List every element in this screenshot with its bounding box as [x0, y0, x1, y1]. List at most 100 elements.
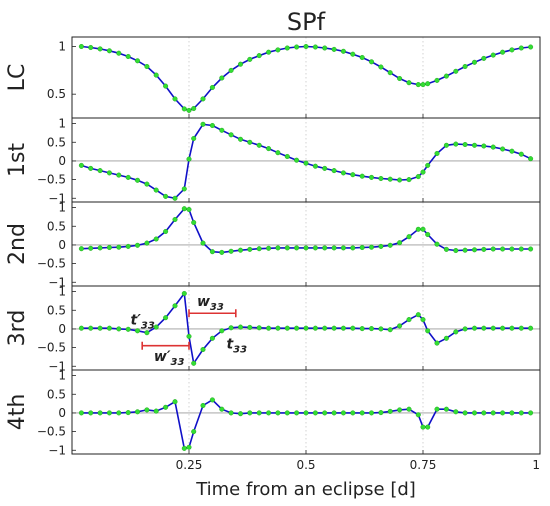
data-point [200, 347, 206, 353]
data-point [490, 410, 496, 416]
data-point [294, 410, 300, 416]
data-point [415, 226, 421, 232]
data-point [106, 325, 112, 331]
data-point [125, 54, 131, 60]
data-point [97, 46, 103, 52]
data-point [181, 206, 187, 212]
data-point [481, 325, 487, 331]
data-point [415, 82, 421, 88]
data-point [340, 410, 346, 416]
data-point [303, 160, 309, 166]
data-point [387, 327, 393, 333]
data-point [163, 404, 169, 410]
data-point [256, 53, 262, 59]
data-point [425, 162, 431, 168]
data-point [163, 83, 169, 89]
data-point [509, 148, 515, 154]
data-point [144, 63, 150, 69]
data-point [247, 410, 253, 416]
data-point [237, 247, 243, 253]
data-point [294, 325, 300, 331]
data-point [443, 73, 449, 79]
data-point [359, 55, 365, 61]
data-point [350, 51, 356, 57]
data-point [191, 135, 197, 141]
data-point [472, 410, 478, 416]
y-tick-label: −0.5 [37, 257, 66, 271]
data-point [359, 326, 365, 332]
data-point [462, 63, 468, 69]
data-point [528, 156, 534, 162]
data-point [359, 410, 365, 416]
data-point [500, 49, 506, 55]
data-point [256, 142, 262, 148]
data-point [350, 172, 356, 178]
data-point [88, 325, 94, 331]
data-point [387, 176, 393, 182]
data-point [425, 424, 431, 430]
data-point [247, 246, 253, 252]
data-point [78, 162, 84, 168]
data-point [284, 410, 290, 416]
data-point [369, 59, 375, 65]
x-tick-labels: 0.25 0.5 0.75 1 [176, 458, 540, 472]
data-point [481, 246, 487, 252]
data-point [481, 410, 487, 416]
data-point [237, 324, 243, 330]
data-point [209, 397, 215, 403]
data-point [247, 324, 253, 330]
y-tick-label: −1 [48, 443, 66, 457]
data-point [97, 325, 103, 331]
data-point [322, 325, 328, 331]
data-point [163, 315, 169, 321]
data-point [256, 410, 262, 416]
data-point [462, 410, 468, 416]
data-point [350, 245, 356, 251]
y-tick-label: 0 [58, 406, 66, 420]
data-point [322, 45, 328, 51]
data-point [172, 216, 178, 222]
data-point [134, 409, 140, 415]
data-point [97, 168, 103, 174]
data-point [186, 444, 192, 450]
data-point [303, 245, 309, 251]
data-point [500, 410, 506, 416]
data-point [134, 58, 140, 64]
annotation-t33-prime: t′33 [131, 312, 155, 331]
data-point [219, 406, 225, 412]
data-point [303, 325, 309, 331]
data-point [340, 170, 346, 176]
y-axis-label: 2nd [5, 223, 30, 265]
data-point [340, 245, 346, 251]
data-point [340, 48, 346, 54]
data-point [331, 245, 337, 251]
data-point [490, 144, 496, 150]
data-point [237, 411, 243, 417]
data-point [88, 410, 94, 416]
y-axis-label: 4th [5, 394, 30, 431]
data-point [378, 326, 384, 332]
annotation-w33: w33 [197, 294, 224, 313]
x-tick-label: 0.25 [176, 458, 203, 472]
data-point [144, 181, 150, 187]
data-point [163, 228, 169, 234]
data-point [481, 143, 487, 149]
y-tick-label: −1 [48, 359, 66, 373]
data-point [181, 106, 187, 112]
annotation-t33: t33 [226, 336, 247, 355]
data-point [415, 412, 421, 418]
data-point [397, 323, 403, 329]
data-point [200, 121, 206, 127]
data-point [443, 335, 449, 341]
data-point [191, 360, 197, 366]
data-point [443, 142, 449, 148]
y-tick-label: 1 [58, 285, 66, 299]
data-point [275, 245, 281, 251]
x-tick-label: 0.5 [296, 458, 315, 472]
y-tick-label: −1 [48, 191, 66, 205]
data-point [369, 410, 375, 416]
data-point [331, 168, 337, 174]
data-point [518, 246, 524, 252]
data-point [359, 173, 365, 179]
data-point [425, 328, 431, 334]
